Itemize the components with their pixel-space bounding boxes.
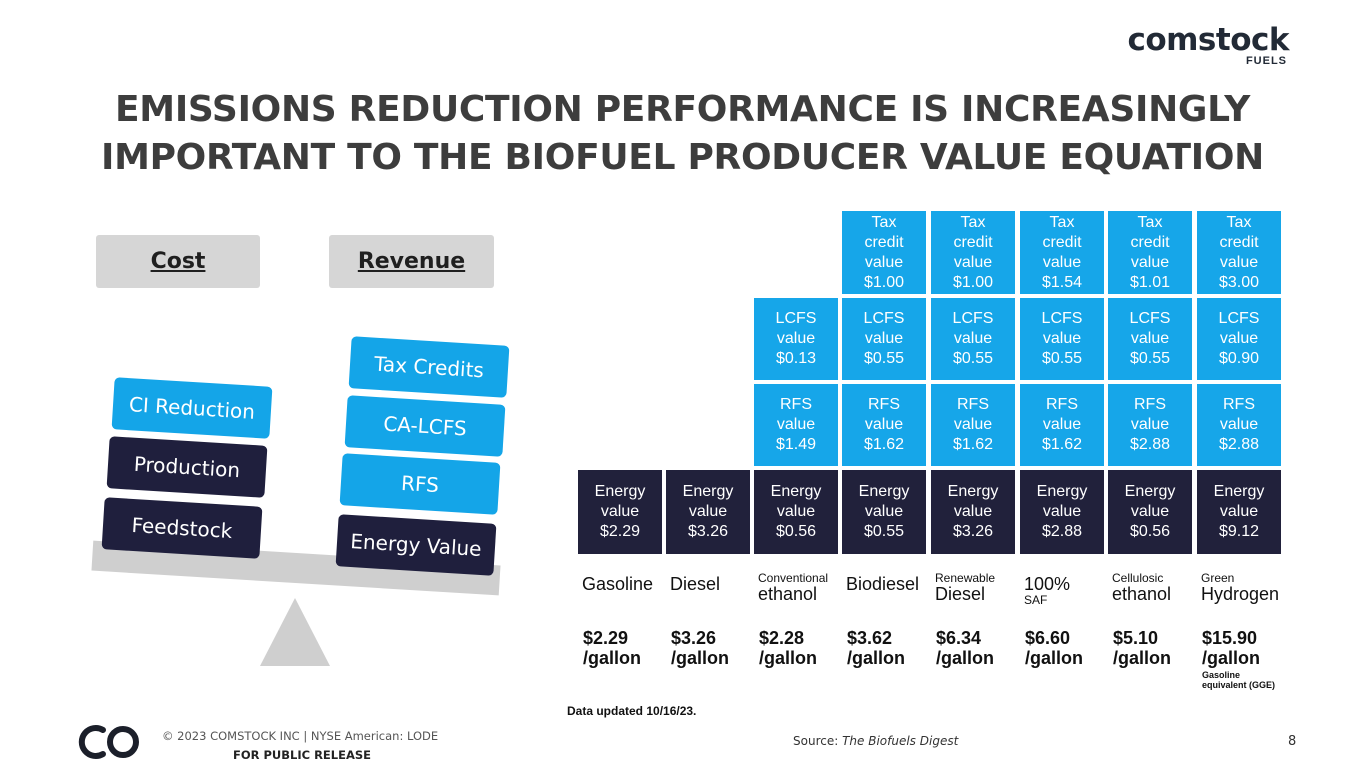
rfs-value-cell: RFS value $1.62 [1020,384,1104,466]
source-prefix: Source: [793,734,839,748]
rfs-value-cell: RFS value $1.62 [842,384,926,466]
cost-block-ci-reduction: CI Reduction [111,377,273,439]
fuel-name-label: Conventional ethanol [758,572,828,604]
fuel-name: Biodiesel [846,574,920,594]
title-line-2: IMPORTANT TO THE BIOFUEL PRODUCER VALUE … [100,137,1265,178]
rfs-value-cell: RFS value $1.49 [754,384,838,466]
fuel-name: Hydrogen [1201,584,1280,604]
energy-value-cell: Energy value $0.56 [754,470,838,554]
fuel-price: $6.34/gallon [936,628,994,668]
lcfs-value-cell: LCFS value $0.55 [842,298,926,380]
fuel-price-unit: /gallon [1202,648,1260,668]
rfs-value-cell: RFS value $2.88 [1108,384,1192,466]
title-line-1: EMISSIONS REDUCTION PERFORMANCE IS INCRE… [115,89,1250,130]
fuel-name-prefix: Conventional [758,571,829,585]
fuel-name-prefix: Green [1201,571,1235,585]
cost-heading: Cost [96,235,260,288]
fuel-price-value: $5.10 [1113,628,1159,648]
fuel-price-value: $2.29 [583,628,629,648]
energy-value-cell: Energy value $0.56 [1108,470,1192,554]
lcfs-value-cell: LCFS value $0.55 [931,298,1015,380]
lcfs-value-cell: LCFS value $0.55 [1108,298,1192,380]
fuel-name: Diesel [935,584,986,604]
cost-block-production: Production [106,436,268,498]
fuel-name-label: Renewable Diesel [935,572,995,604]
energy-value-cell: Energy value $2.88 [1020,470,1104,554]
hydrogen-gge-note: Gasoline equivalent (GGE) [1202,670,1275,690]
fuel-price-value: $6.34 [936,628,982,648]
revenue-block-tax-credits: Tax Credits [348,336,510,398]
copyright-text: © 2023 COMSTOCK INC | NYSE American: LOD… [162,729,439,743]
fuel-name-suffix: SAF [1024,593,1048,607]
hydrogen-note-line-2: equivalent (GGE) [1202,680,1276,690]
fuel-price: $3.62/gallon [847,628,905,668]
scale-fulcrum [260,598,330,666]
fuel-price-unit: /gallon [1113,648,1171,668]
fuel-name-prefix: Cellulosic [1112,571,1164,585]
source-name: The Biofuels Digest [842,734,959,748]
fuel-price-value: $3.26 [671,628,717,648]
fuel-price-unit: /gallon [1025,648,1083,668]
fuel-name-label: Green Hydrogen [1201,572,1279,604]
fuel-name: Diesel [670,574,721,594]
fuel-name-label: Biodiesel [846,574,919,594]
fuel-name-label: 100% SAF [1024,574,1070,606]
fuel-price: $2.28/gallon [759,628,817,668]
fuel-price-value: $2.28 [759,628,805,648]
fuel-name: Gasoline [582,574,654,594]
fuel-name: ethanol [758,584,818,604]
cost-block-feedstock: Feedstock [101,497,263,559]
revenue-block-energy-value: Energy Value [335,514,497,576]
fuel-price: $15.90/gallon [1202,628,1260,668]
revenue-heading: Revenue [329,235,494,288]
rfs-value-cell: RFS value $2.88 [1197,384,1281,466]
balance-scale-diagram: CI Reduction Production Feedstock Tax Cr… [85,330,515,675]
revenue-block-ca-lcfs: CA-LCFS [344,395,506,457]
fuel-name: ethanol [1112,584,1172,604]
public-release-label: FOR PUBLIC RELEASE [233,748,372,762]
fuel-price-value: $3.62 [847,628,893,648]
fuel-price: $3.26/gallon [671,628,729,668]
rfs-value-cell: RFS value $1.62 [931,384,1015,466]
fuel-price-unit: /gallon [583,648,641,668]
energy-value-cell: Energy value $3.26 [931,470,1015,554]
energy-value-cell: Energy value $3.26 [666,470,750,554]
tax-credit-value-cell: Tax credit value $1.01 [1108,211,1192,294]
data-updated-note: Data updated 10/16/23. [567,704,697,718]
tax-credit-value-cell: Tax credit value $3.00 [1197,211,1281,294]
source-citation: Source: The Biofuels Digest [793,734,958,748]
fuel-name: 100% [1024,574,1071,594]
revenue-block-rfs: RFS [339,453,501,515]
comstock-fuels-logo: comstock FUELS [1127,22,1289,70]
logo-wordmark: comstock [1127,22,1289,58]
fuel-name-prefix: Renewable [935,571,996,585]
fuel-price-unit: /gallon [936,648,994,668]
energy-value-cell: Energy value $2.29 [578,470,662,554]
logo-subtitle: FUELS [1245,55,1287,67]
fuel-price-unit: /gallon [759,648,817,668]
fuel-price-value: $15.90 [1202,628,1258,648]
fuel-price: $5.10/gallon [1113,628,1171,668]
fuel-price: $2.29/gallon [583,628,641,668]
fuel-name-label: Cellulosic ethanol [1112,572,1171,604]
slide-title: EMISSIONS REDUCTION PERFORMANCE IS INCRE… [40,86,1325,182]
tax-credit-value-cell: Tax credit value $1.54 [1020,211,1104,294]
fuel-name-label: Diesel [670,574,720,594]
comstock-co-logo-icon [78,725,139,759]
energy-value-cell: Energy value $9.12 [1197,470,1281,554]
lcfs-value-cell: LCFS value $0.13 [754,298,838,380]
tax-credit-value-cell: Tax credit value $1.00 [842,211,926,294]
tax-credit-value-cell: Tax credit value $1.00 [931,211,1015,294]
hydrogen-note-line-1: Gasoline [1202,670,1241,680]
fuel-price-unit: /gallon [847,648,905,668]
energy-value-cell: Energy value $0.55 [842,470,926,554]
fuel-price-value: $6.60 [1025,628,1071,648]
page-number: 8 [1288,734,1297,749]
lcfs-value-cell: LCFS value $0.55 [1020,298,1104,380]
fuel-price: $6.60/gallon [1025,628,1083,668]
fuel-price-unit: /gallon [671,648,729,668]
lcfs-value-cell: LCFS value $0.90 [1197,298,1281,380]
fuel-name-label: Gasoline [582,574,653,594]
